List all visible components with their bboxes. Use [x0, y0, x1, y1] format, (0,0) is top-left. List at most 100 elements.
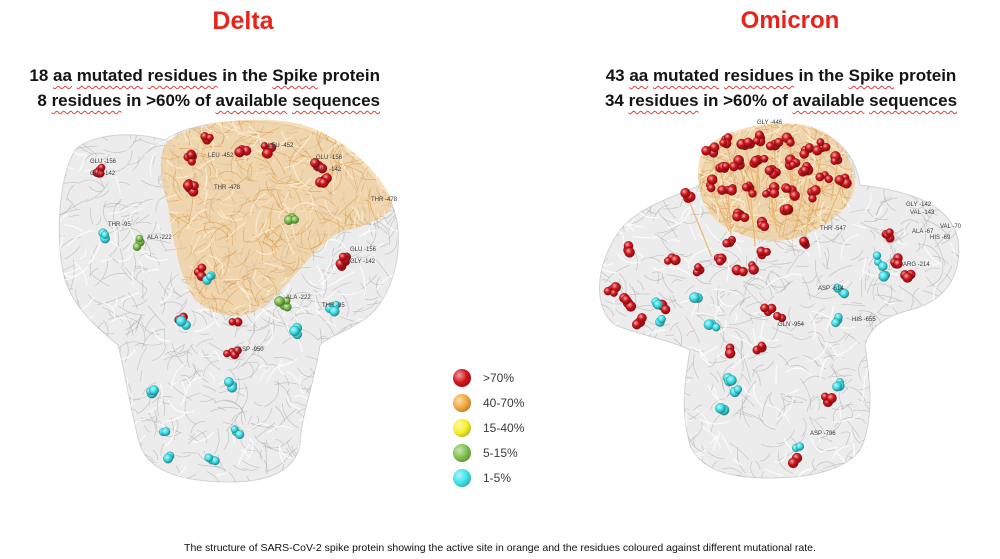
ribbon-strand — [920, 144, 929, 159]
ribbon-strand — [76, 367, 84, 389]
ribbon-strand — [286, 174, 292, 185]
ribbon-strand — [386, 210, 399, 225]
ribbon-strand — [324, 371, 340, 389]
ribbon-strand — [175, 298, 188, 314]
ribbon-strand — [669, 322, 680, 332]
ribbon-strand — [286, 182, 303, 186]
ribbon-strand — [259, 240, 275, 253]
ribbon-strand — [944, 179, 959, 183]
residue-sphere — [680, 187, 691, 199]
ribbon-strand — [404, 262, 412, 277]
ribbon-strand — [740, 226, 765, 233]
ribbon-strand — [836, 339, 859, 356]
ribbon-strand — [944, 424, 951, 450]
ribbon-strand — [716, 370, 724, 390]
ribbon-strand — [795, 323, 806, 325]
ribbon-strand — [225, 357, 245, 361]
ribbon-strand — [807, 293, 836, 299]
ribbon-strand — [121, 292, 140, 302]
ribbon-strand — [69, 419, 76, 429]
ribbon-strand — [591, 301, 596, 319]
ribbon-strand — [613, 341, 631, 346]
ribbon-strand — [361, 343, 372, 348]
ribbon-strand — [766, 404, 791, 424]
ribbon-strand — [739, 300, 746, 308]
ribbon-strand — [83, 345, 96, 371]
ribbon-strand — [147, 305, 166, 326]
ribbon-strand — [327, 271, 355, 288]
ribbon-strand — [795, 265, 809, 267]
ribbon-strand — [710, 435, 718, 445]
ribbon-strand — [783, 273, 803, 279]
ribbon-strand — [840, 404, 854, 410]
ribbon-strand — [725, 235, 742, 253]
ribbon-strand — [322, 196, 336, 207]
ribbon-strand — [97, 295, 126, 305]
ribbon-strand — [260, 189, 282, 191]
ribbon-strand — [175, 175, 189, 178]
ribbon-strand — [812, 119, 827, 122]
ribbon-strand — [881, 408, 904, 426]
residue-sphere — [893, 259, 903, 269]
ribbon-strand — [88, 238, 102, 265]
ribbon-strand — [59, 402, 67, 413]
ribbon-strand — [731, 353, 750, 369]
ribbon-strand — [104, 401, 110, 430]
ribbon-strand — [343, 124, 353, 133]
ribbon-strand — [386, 427, 392, 449]
ribbon-strand — [718, 209, 741, 229]
ribbon-strand — [131, 299, 148, 307]
ribbon-strand — [317, 365, 337, 383]
ribbon-strand — [367, 141, 373, 161]
ribbon-strand — [361, 211, 364, 222]
ribbon-strand — [142, 121, 158, 132]
ribbon-strand — [697, 200, 702, 223]
ribbon-strand — [765, 240, 794, 249]
ribbon-strand — [666, 274, 686, 280]
residue-sphere — [750, 155, 761, 166]
ribbon-strand — [888, 254, 892, 270]
ribbon-strand — [327, 167, 342, 195]
ribbon-strand — [849, 250, 864, 261]
ribbon-strand — [739, 295, 745, 306]
summary-word: residues — [147, 66, 218, 85]
ribbon-strand — [382, 310, 399, 320]
summary-word: aa — [53, 66, 72, 85]
ribbon-strand — [916, 242, 921, 253]
ribbon-strand — [369, 187, 372, 201]
ribbon-strand — [820, 191, 837, 197]
residue-sphere — [187, 151, 195, 159]
ribbon-strand — [240, 449, 250, 459]
ribbon-strand — [342, 367, 354, 380]
ribbon-strand — [134, 343, 145, 347]
ribbon-strand — [378, 319, 390, 333]
ribbon-strand — [961, 248, 981, 266]
ribbon-strand — [885, 339, 890, 355]
ribbon-strand — [191, 309, 196, 327]
residue-label: ASP -614 — [818, 286, 844, 292]
ribbon-strand — [253, 189, 274, 200]
residue-label: GLU -156 — [350, 247, 377, 253]
ribbon-strand — [654, 466, 660, 478]
ribbon-strand — [814, 232, 821, 258]
ribbon-strand — [94, 434, 104, 445]
ribbon-strand — [351, 475, 382, 482]
ribbon-strand — [259, 163, 278, 179]
ribbon-strand — [86, 397, 92, 413]
ribbon-strand — [599, 223, 615, 233]
ribbon-strand — [337, 290, 349, 317]
ribbon-strand — [260, 449, 262, 461]
ribbon-strand — [873, 340, 883, 344]
ribbon-strand — [325, 321, 336, 327]
ribbon-strand — [752, 123, 777, 127]
ribbon-strand — [672, 295, 683, 309]
ribbon-strand — [720, 289, 744, 296]
ribbon-strand — [639, 394, 655, 400]
ribbon-strand — [905, 461, 921, 478]
ribbon-strand — [663, 477, 694, 478]
ribbon-strand — [94, 368, 103, 382]
ribbon-strand — [668, 266, 693, 278]
ribbon-strand — [185, 376, 204, 396]
ribbon-strand — [734, 312, 738, 323]
ribbon-strand — [794, 213, 805, 231]
